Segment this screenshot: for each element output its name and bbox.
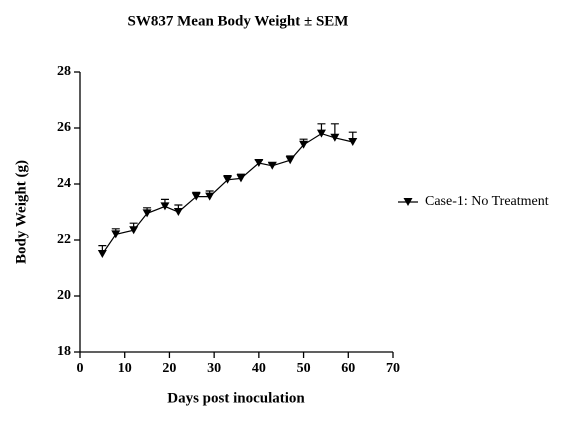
x-tick-label: 0 — [77, 361, 84, 376]
marker — [254, 159, 264, 167]
marker — [129, 226, 139, 235]
marker — [173, 208, 183, 216]
y-tick-label: 26 — [57, 120, 71, 135]
y-tick-label: 24 — [57, 176, 71, 191]
legend-label: Case-1: No Treatment — [425, 194, 549, 209]
marker — [111, 230, 121, 239]
y-tick-label: 20 — [57, 288, 71, 303]
marker — [160, 202, 170, 211]
series-line — [101, 132, 353, 255]
marker — [191, 192, 201, 201]
y-tick-label: 28 — [57, 64, 71, 79]
y-axis-label: Body Weight (g) — [13, 160, 29, 264]
x-tick-label: 10 — [118, 361, 132, 376]
x-tick-label: 30 — [207, 361, 221, 376]
marker — [330, 133, 340, 142]
marker — [236, 174, 246, 183]
legend-marker — [403, 198, 413, 206]
marker — [97, 250, 107, 258]
marker — [299, 140, 309, 149]
chart-title: SW837 Mean Body Weight ± SEM — [128, 13, 349, 29]
marker — [348, 138, 358, 146]
x-tick-label: 50 — [297, 361, 311, 376]
x-tick-label: 20 — [162, 361, 176, 376]
y-tick-label: 18 — [57, 344, 71, 359]
marker — [316, 129, 326, 138]
marker — [142, 209, 152, 218]
y-tick-label: 22 — [57, 232, 71, 247]
marker — [267, 161, 277, 170]
x-tick-label: 40 — [252, 361, 266, 376]
x-axis-label: Days post inoculation — [167, 390, 305, 406]
x-tick-label: 70 — [386, 361, 400, 376]
x-tick-label: 60 — [341, 361, 355, 376]
marker — [285, 156, 295, 165]
marker — [205, 192, 215, 201]
marker — [223, 175, 233, 184]
